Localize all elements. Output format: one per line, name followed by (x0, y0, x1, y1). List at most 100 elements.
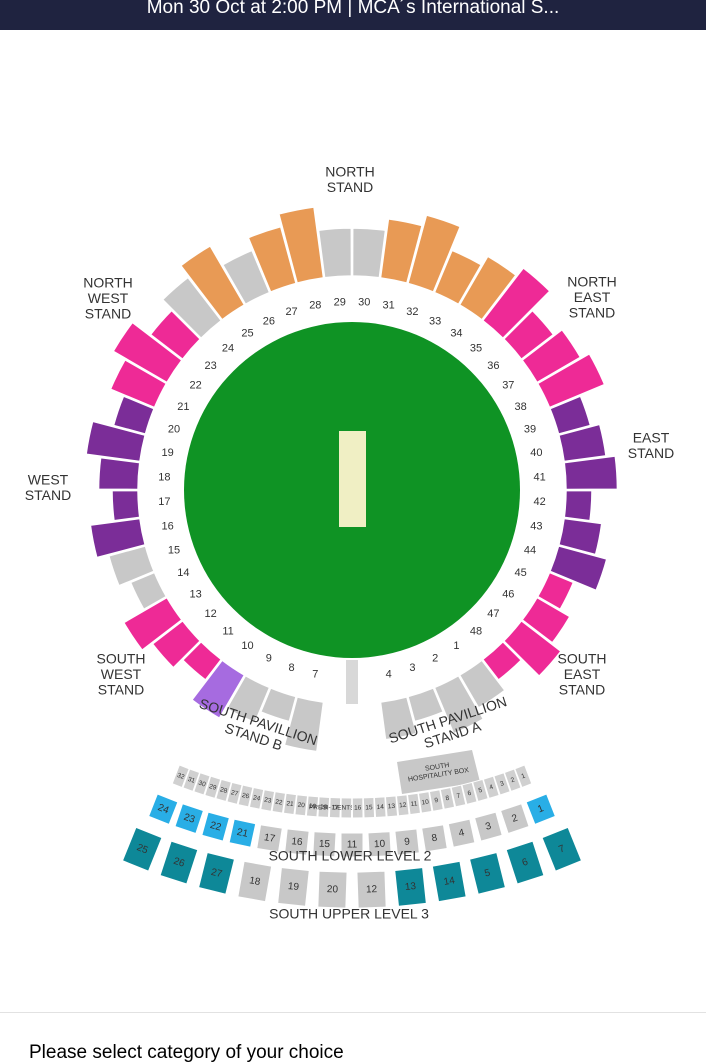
section[interactable]: 5 (472, 778, 489, 803)
section[interactable]: 15 (362, 797, 376, 819)
section-block[interactable] (312, 831, 337, 858)
section-block[interactable] (340, 797, 353, 819)
section[interactable]: 21 (228, 818, 257, 848)
section[interactable]: 13 (394, 867, 427, 907)
section[interactable]: 29 (204, 775, 222, 799)
section-block[interactable] (395, 794, 410, 817)
section[interactable]: 11 (340, 832, 364, 858)
hospitality-box[interactable] (397, 750, 480, 794)
seat-block[interactable] (563, 489, 593, 522)
section-block[interactable] (428, 789, 444, 812)
section-block[interactable] (197, 851, 236, 895)
seat-block[interactable] (548, 395, 592, 435)
section[interactable]: 22 (271, 791, 287, 814)
section-block[interactable] (351, 797, 364, 819)
seat-block[interactable] (122, 596, 183, 652)
seat-block[interactable] (379, 218, 424, 285)
seat-block[interactable] (351, 227, 387, 279)
section-block[interactable] (121, 826, 163, 872)
section-block[interactable] (431, 860, 467, 903)
section-block[interactable] (503, 768, 522, 792)
section[interactable]: 3 (473, 811, 503, 842)
seat-block[interactable] (557, 517, 603, 556)
seat-block[interactable] (407, 686, 445, 723)
seat-block[interactable] (433, 249, 483, 306)
section-block[interactable] (328, 797, 342, 819)
section[interactable]: 16 (351, 797, 364, 819)
seat-block[interactable] (179, 244, 246, 321)
section-block[interactable] (305, 795, 320, 818)
section-block[interactable] (482, 775, 500, 799)
section[interactable]: 8 (421, 824, 448, 853)
section-block[interactable] (277, 867, 310, 907)
seat-block[interactable] (458, 255, 518, 321)
seat-block[interactable] (109, 358, 168, 409)
section[interactable]: 8 (439, 786, 456, 810)
section-block[interactable] (237, 784, 254, 808)
seat-block[interactable] (548, 545, 608, 592)
section[interactable]: 1 (525, 793, 557, 826)
section-block[interactable] (384, 795, 399, 818)
seat-block[interactable] (149, 309, 202, 361)
section-block[interactable] (406, 792, 422, 816)
seat-block[interactable] (502, 619, 563, 678)
section[interactable]: 21 (282, 792, 298, 816)
seat-block[interactable] (521, 596, 571, 644)
section[interactable]: 19 (305, 795, 320, 818)
section[interactable]: 25 (121, 826, 163, 872)
seat-block[interactable] (283, 695, 325, 753)
section-block[interactable] (159, 840, 199, 885)
section[interactable]: 11 (406, 792, 422, 816)
section[interactable]: 31 (182, 768, 201, 792)
section[interactable]: 10 (367, 831, 392, 858)
section-block[interactable] (472, 778, 489, 803)
seat-block[interactable] (85, 420, 147, 463)
section-block[interactable] (541, 826, 583, 872)
section[interactable]: 9 (428, 789, 444, 812)
section[interactable]: 13 (384, 795, 399, 818)
seat-block[interactable] (521, 328, 582, 384)
seat-block[interactable] (407, 214, 462, 294)
seat-block[interactable] (181, 640, 223, 682)
seat-block[interactable] (481, 640, 523, 682)
section-block[interactable] (421, 824, 448, 853)
section[interactable]: 1 (514, 764, 533, 789)
section[interactable]: 24 (248, 786, 265, 810)
section-block[interactable] (174, 803, 205, 835)
seat-block[interactable] (557, 423, 607, 463)
seat-block[interactable] (317, 227, 353, 279)
section[interactable]: 28 (215, 778, 232, 803)
seat-block[interactable] (433, 674, 485, 735)
section[interactable]: 27 (197, 851, 236, 895)
seat-block[interactable] (563, 455, 619, 491)
section-block[interactable] (493, 772, 511, 796)
section-block[interactable] (204, 775, 222, 799)
section-block[interactable] (505, 840, 545, 885)
section[interactable]: 30 (193, 772, 211, 796)
seat-block[interactable] (221, 249, 271, 306)
section-block[interactable] (215, 778, 232, 803)
section[interactable]: 17 (328, 797, 342, 819)
section[interactable]: 7 (541, 826, 583, 872)
section-block[interactable] (417, 791, 433, 814)
section-block[interactable] (193, 772, 211, 796)
section-block[interactable] (317, 796, 331, 818)
section-block[interactable] (450, 784, 467, 808)
section-block[interactable] (367, 831, 392, 858)
section[interactable]: 18 (237, 860, 273, 903)
section-block[interactable] (473, 811, 503, 842)
section[interactable]: 12 (395, 794, 410, 817)
section-block[interactable] (147, 793, 179, 826)
section[interactable]: 6 (461, 781, 478, 805)
seat-block[interactable] (190, 659, 246, 720)
section[interactable]: 24 (147, 793, 179, 826)
section-block[interactable] (228, 818, 257, 848)
section[interactable]: 6 (505, 840, 545, 885)
section[interactable]: 17 (256, 824, 283, 853)
seat-block[interactable] (225, 674, 271, 724)
section[interactable]: 32 (171, 764, 190, 789)
section[interactable]: 2 (503, 768, 522, 792)
section[interactable]: PRESI- DENTS LOUNGE (309, 797, 385, 819)
seat-block[interactable] (111, 489, 141, 522)
section-block[interactable] (394, 867, 427, 907)
